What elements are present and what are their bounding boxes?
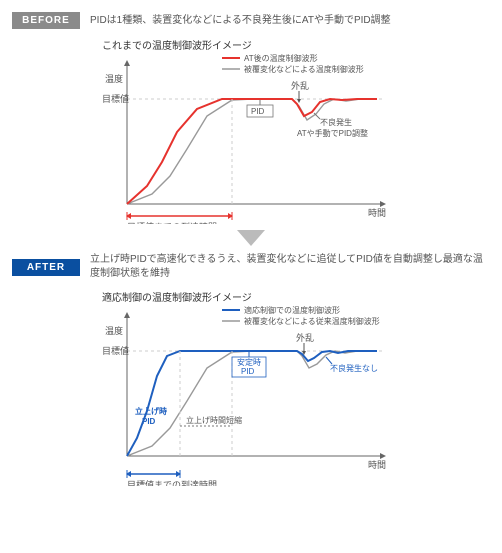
svg-text:目標値: 目標値: [102, 93, 129, 104]
after-section: AFTER 立上げ時PIDで高速化できるうえ、装置変化などに追従してPID値を自…: [12, 253, 490, 486]
svg-text:適応制御での温度制御波形: 適応制御での温度制御波形: [244, 306, 340, 315]
svg-text:目標値までの到達時間: 目標値までの到達時間: [127, 221, 217, 224]
svg-text:PID: PID: [251, 107, 265, 116]
svg-text:立上げ時間短縮: 立上げ時間短縮: [186, 415, 242, 425]
svg-text:不良発生: 不良発生: [320, 117, 352, 127]
svg-text:外乱: 外乱: [291, 80, 309, 91]
svg-text:温度: 温度: [105, 73, 123, 84]
svg-text:時間: 時間: [368, 460, 386, 470]
svg-text:不良発生なし: 不良発生なし: [330, 363, 378, 373]
svg-text:温度: 温度: [105, 325, 123, 336]
after-chart-title: 適応制御の温度制御波形イメージ: [102, 289, 490, 304]
divider-arrow: [12, 230, 490, 249]
before-section: BEFORE PIDは1種類、装置変化などによる不良発生後にATや手動でPID調…: [12, 12, 490, 224]
before-chart-title: これまでの温度制御波形イメージ: [102, 37, 490, 52]
svg-text:PID: PID: [241, 367, 255, 376]
svg-text:目標値: 目標値: [102, 345, 129, 356]
after-header: AFTER 立上げ時PIDで高速化できるうえ、装置変化などに追従してPID値を自…: [12, 253, 490, 281]
before-badge: BEFORE: [12, 12, 80, 29]
svg-text:被覆変化などによる従来温度制御波形: 被覆変化などによる従来温度制御波形: [244, 316, 380, 326]
before-chart-svg: 温度時間 目標値目標値までの到達時間 AT後の温度制御波形被覆変化などによる温度制御…: [102, 54, 402, 224]
before-description: PIDは1種類、装置変化などによる不良発生後にATや手動でPID調整: [90, 14, 391, 28]
svg-text:PID: PID: [142, 417, 156, 426]
after-chart-svg: 温度時間 目標値目標値までの到達時間 適応制御での温度制御波形被覆変化などによる従来…: [102, 306, 402, 486]
after-badge: AFTER: [12, 259, 80, 276]
svg-text:時間: 時間: [368, 208, 386, 218]
svg-text:AT後の温度制御波形: AT後の温度制御波形: [244, 54, 318, 63]
svg-text:被覆変化などによる温度制御波形: 被覆変化などによる温度制御波形: [244, 64, 364, 74]
after-description: 立上げ時PIDで高速化できるうえ、装置変化などに追従してPID値を自動調整し最適…: [90, 253, 490, 281]
svg-text:立上げ時: 立上げ時: [135, 406, 167, 416]
svg-text:外乱: 外乱: [296, 332, 314, 343]
before-header: BEFORE PIDは1種類、装置変化などによる不良発生後にATや手動でPID調…: [12, 12, 490, 29]
before-chart: 温度時間 目標値目標値までの到達時間 AT後の温度制御波形被覆変化などによる温度制御…: [102, 54, 490, 224]
svg-text:安定時: 安定時: [237, 357, 261, 367]
svg-text:目標値までの到達時間: 目標値までの到達時間: [127, 479, 217, 486]
svg-text:ATや手動でPID調整: ATや手動でPID調整: [297, 128, 368, 138]
after-chart: 温度時間 目標値目標値までの到達時間 適応制御での温度制御波形被覆変化などによる従来…: [102, 306, 490, 486]
